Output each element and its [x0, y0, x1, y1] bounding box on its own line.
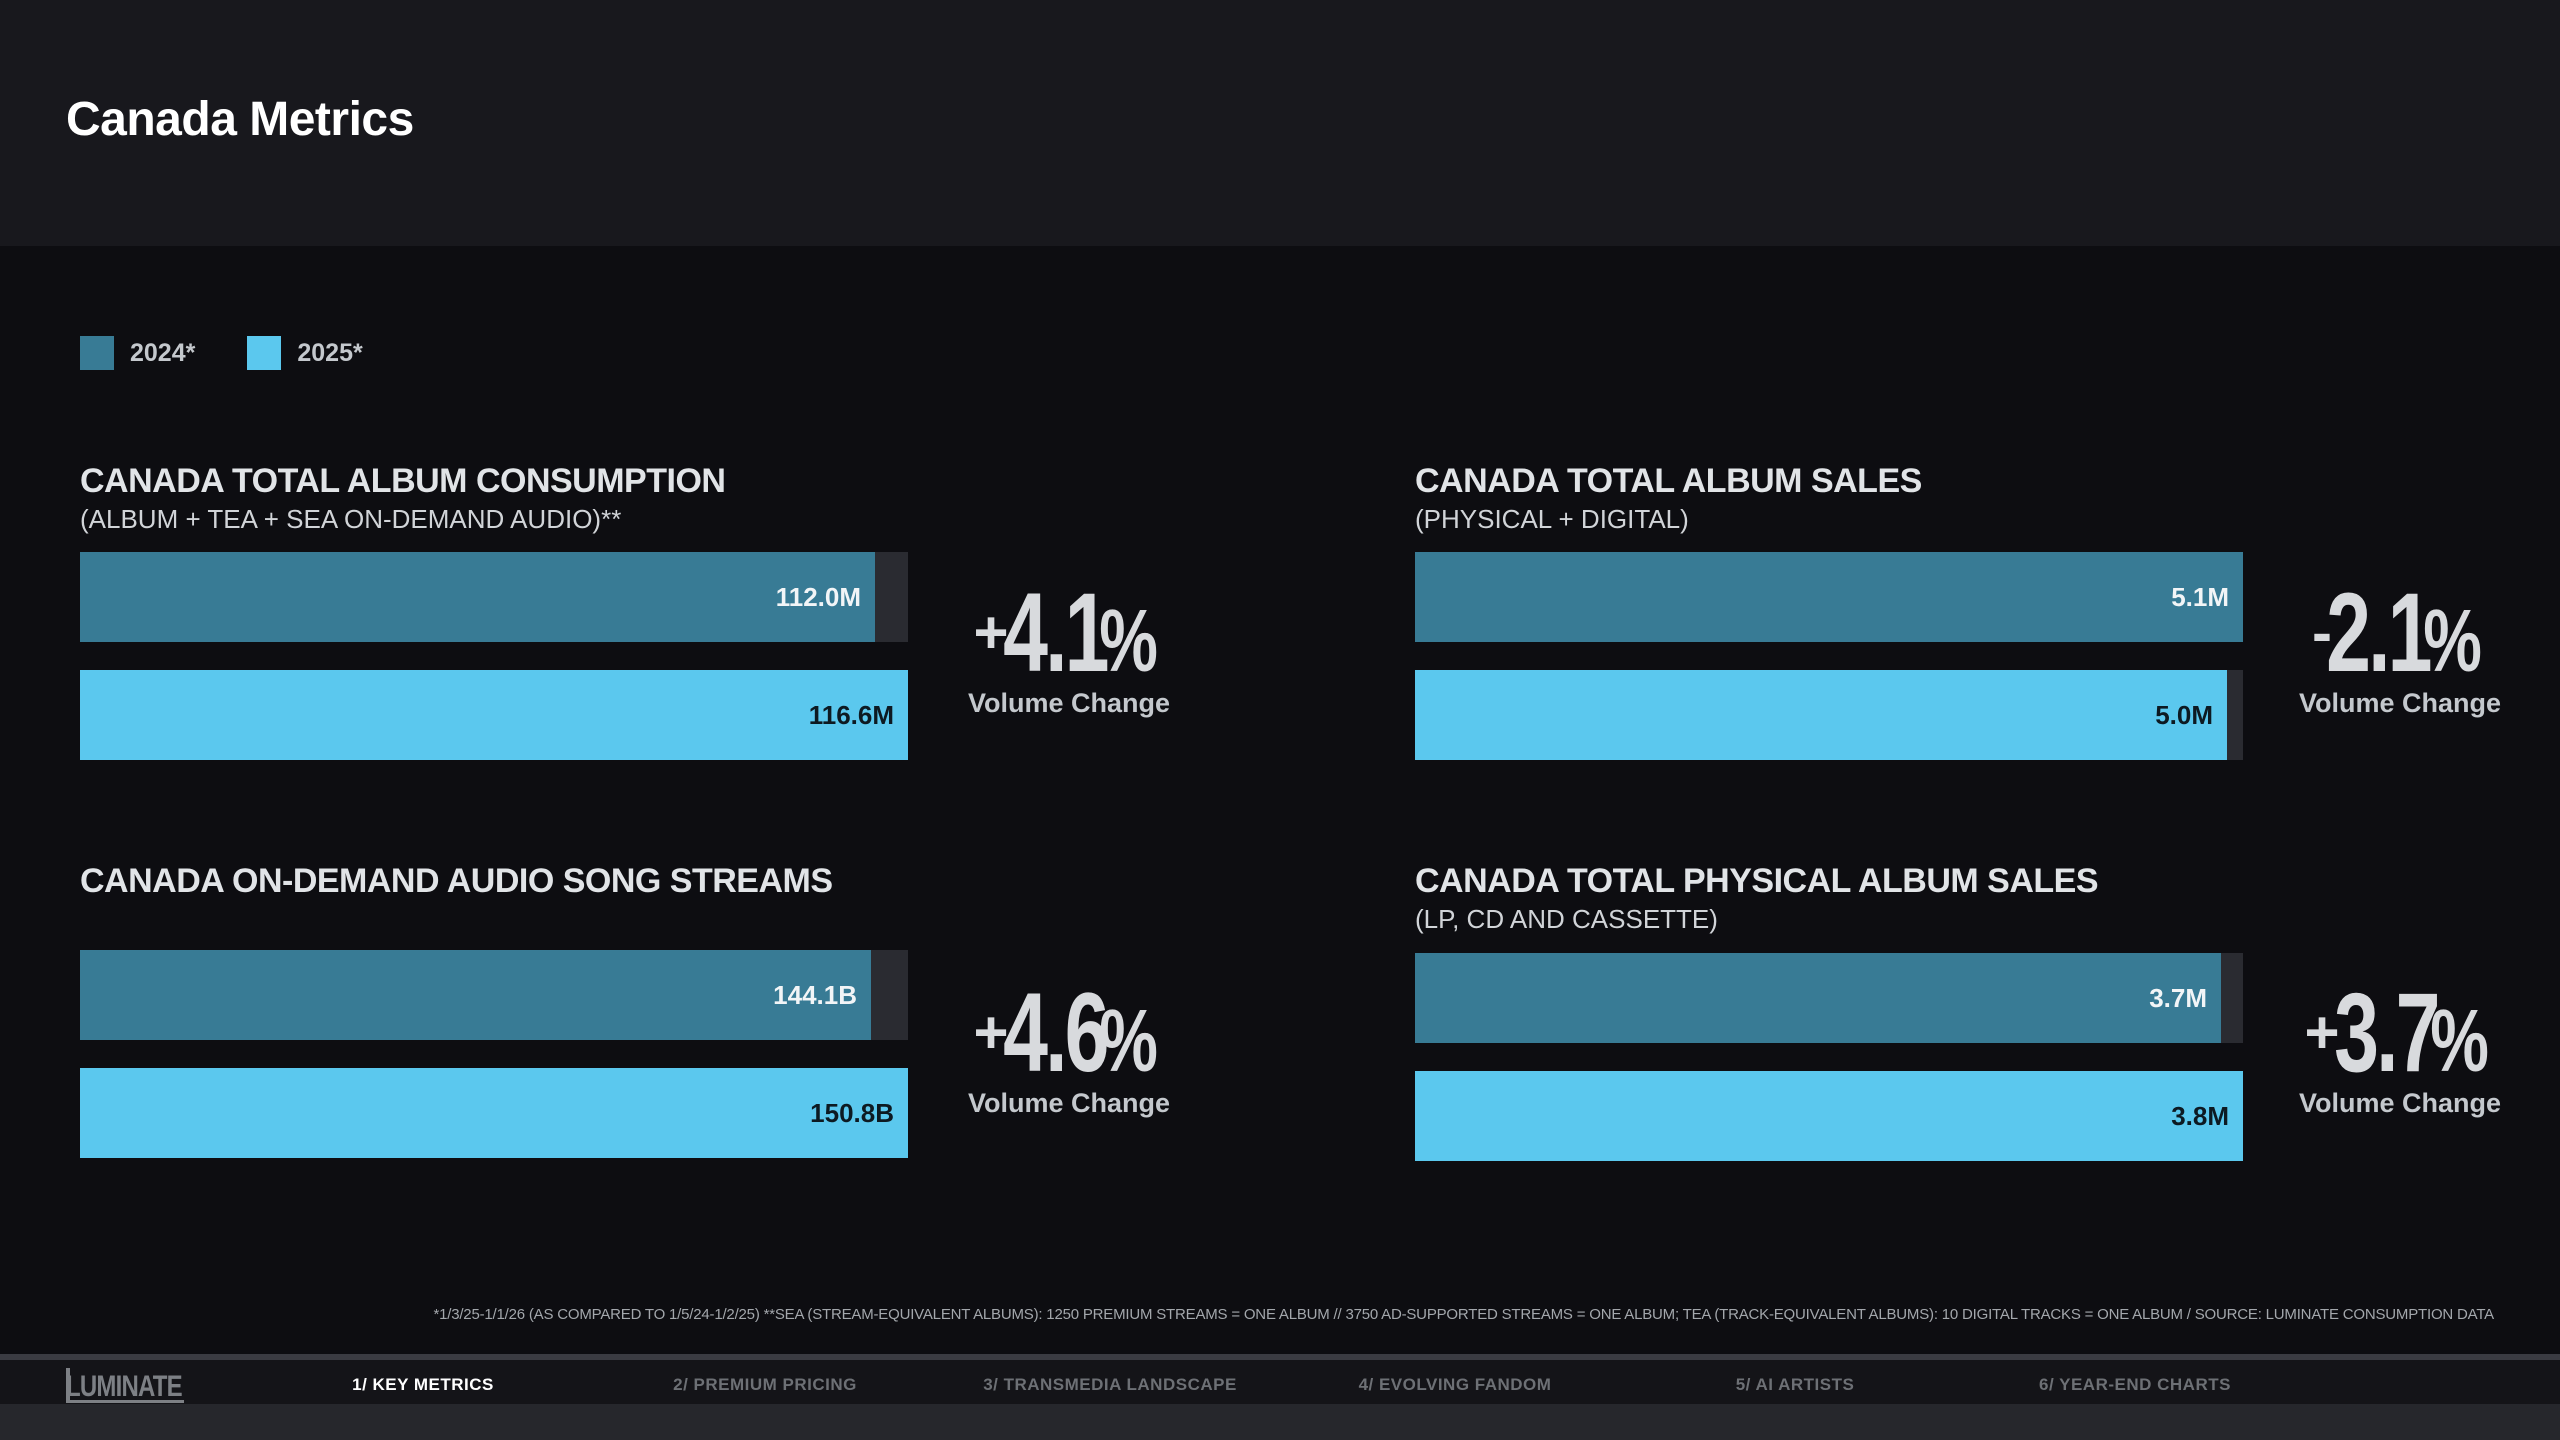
- volume-change-label: Volume Change: [2298, 688, 2502, 718]
- bar-track-2024: 3.7M: [1415, 953, 2243, 1043]
- tab-ai-artists[interactable]: 5/ AI ARTISTS: [1735, 1375, 1855, 1394]
- bottom-nav: LUMINATE 1/ KEY METRICS 2/ PREMIUM PRICI…: [0, 1354, 2560, 1416]
- logo-underline: [66, 1400, 184, 1403]
- change-number: 3.7: [2333, 970, 2440, 1095]
- bar-value-2024: 5.1M: [2171, 581, 2229, 612]
- chart-physical-album-sales: CANADA TOTAL PHYSICAL ALBUM SALES (LP, C…: [1415, 862, 2560, 1192]
- chart-album-consumption: CANADA TOTAL ALBUM CONSUMPTION (ALBUM + …: [80, 462, 1280, 792]
- chart-title: CANADA TOTAL ALBUM CONSUMPTION: [80, 462, 726, 500]
- change-number: 2.1: [2326, 570, 2432, 695]
- bar-value-2024: 112.0M: [775, 581, 861, 612]
- change-sign: -: [2312, 599, 2332, 666]
- legend: 2024* 2025*: [80, 336, 415, 370]
- page-title: Canada Metrics: [66, 93, 414, 146]
- legend-label-2024: 2024*: [130, 338, 196, 367]
- volume-change-value: +3.7%: [2275, 968, 2525, 1097]
- bar-2025: [80, 670, 908, 760]
- bar-2024: [80, 950, 871, 1040]
- tab-premium-pricing[interactable]: 2/ PREMIUM PRICING: [673, 1375, 857, 1394]
- bar-track-2025: 116.6M: [80, 670, 908, 760]
- legend-swatch-2024: [80, 336, 114, 370]
- legend-label-2025: 2025*: [297, 338, 363, 367]
- legend-swatch-2025: [247, 336, 282, 370]
- chart-subtitle: (ALBUM + TEA + SEA ON-DEMAND AUDIO)**: [80, 504, 622, 534]
- bar-value-2025: 5.0M: [2155, 699, 2213, 730]
- chart-title: CANADA TOTAL ALBUM SALES: [1415, 462, 1922, 500]
- tab-key-metrics[interactable]: 1/ KEY METRICS: [352, 1375, 494, 1394]
- bar-2024: [1415, 953, 2221, 1043]
- chart-album-sales: CANADA TOTAL ALBUM SALES (PHYSICAL + DIG…: [1415, 462, 2560, 792]
- bar-2025: [1415, 670, 2227, 760]
- bar-track-2024: 5.1M: [1415, 552, 2243, 642]
- footnote: *1/3/25-1/1/26 (AS COMPARED TO 1/5/24-1/…: [433, 1306, 2494, 1323]
- bar-value-2024: 3.7M: [2149, 982, 2207, 1013]
- bar-2024: [1415, 552, 2243, 642]
- bar-2025: [80, 1068, 908, 1158]
- bar-value-2024: 144.1B: [773, 979, 857, 1010]
- bar-value-2025: 3.8M: [2171, 1100, 2229, 1131]
- change-number: 4.1: [1002, 570, 1109, 695]
- bar-2024: [80, 552, 875, 642]
- tab-evolving-fandom[interactable]: 4/ EVOLVING FANDOM: [1358, 1375, 1552, 1394]
- volume-change-label: Volume Change: [2298, 1088, 2502, 1118]
- chart-title: CANADA ON-DEMAND AUDIO SONG STREAMS: [80, 862, 833, 900]
- bar-value-2025: 116.6M: [808, 699, 894, 730]
- change-number: 4.6: [1002, 970, 1109, 1095]
- bar-track-2024: 112.0M: [80, 552, 908, 642]
- legend-item-2024: 2024*: [80, 336, 195, 370]
- change-suffix: %: [1099, 991, 1159, 1090]
- luminate-logo: LUMINATE: [66, 1370, 183, 1403]
- logo-frame: [66, 1368, 70, 1402]
- volume-change-value: +4.1%: [944, 568, 1194, 697]
- change-suffix: %: [1099, 591, 1159, 690]
- chart-subtitle: (PHYSICAL + DIGITAL): [1415, 504, 1689, 534]
- bar-track-2025: 3.8M: [1415, 1071, 2243, 1161]
- chart-subtitle: (LP, CD AND CASSETTE): [1415, 904, 1718, 934]
- bar-track-2025: 5.0M: [1415, 670, 2243, 760]
- volume-change-value: +4.6%: [944, 968, 1194, 1097]
- change-suffix: %: [2430, 991, 2490, 1090]
- bar-2025: [1415, 1071, 2243, 1161]
- tab-year-end-charts[interactable]: 6/ YEAR-END CHARTS: [2039, 1375, 2231, 1394]
- tab-transmedia-landscape[interactable]: 3/ TRANSMEDIA LANDSCAPE: [983, 1375, 1237, 1394]
- volume-change-value: -2.1%: [2275, 568, 2525, 697]
- change-sign: +: [973, 999, 1009, 1066]
- bar-value-2025: 150.8B: [810, 1097, 894, 1128]
- legend-item-2025: 2025*: [247, 336, 363, 370]
- volume-change-label: Volume Change: [967, 1088, 1171, 1118]
- chart-song-streams: CANADA ON-DEMAND AUDIO SONG STREAMS 144.…: [80, 862, 1280, 1192]
- nav-footer-strip: [0, 1404, 2560, 1440]
- volume-change-label: Volume Change: [967, 688, 1171, 718]
- change-sign: +: [973, 599, 1009, 666]
- change-suffix: %: [2423, 591, 2482, 690]
- chart-title: CANADA TOTAL PHYSICAL ALBUM SALES: [1415, 862, 2099, 900]
- bar-track-2025: 150.8B: [80, 1068, 908, 1158]
- header: Canada Metrics: [0, 0, 2560, 246]
- change-sign: +: [2304, 999, 2340, 1066]
- bar-track-2024: 144.1B: [80, 950, 908, 1040]
